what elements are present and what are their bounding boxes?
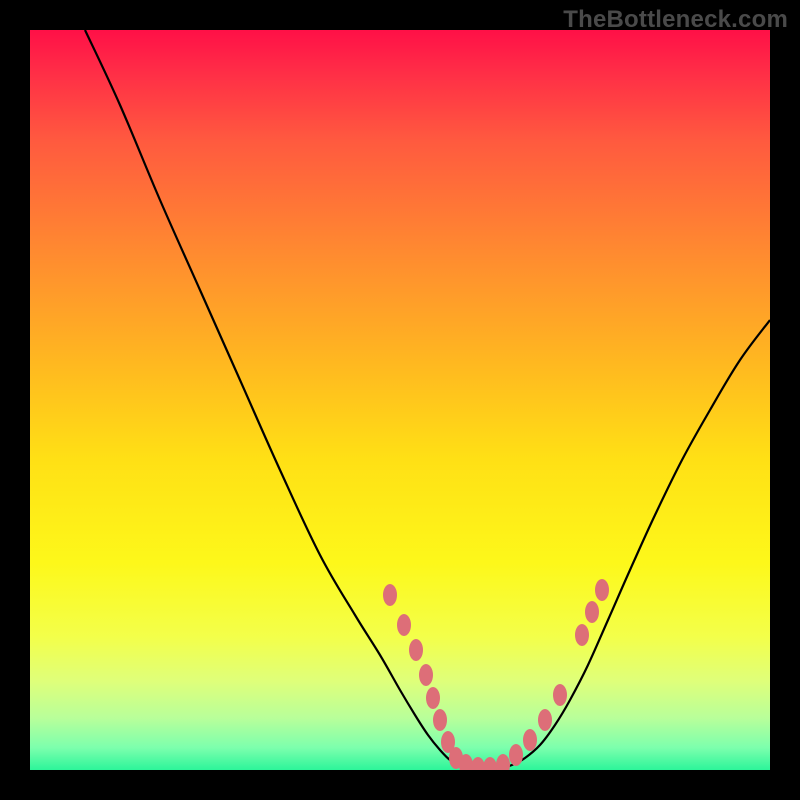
curve-marker — [426, 687, 440, 709]
curve-marker — [383, 584, 397, 606]
curve-marker — [585, 601, 599, 623]
gradient-background — [30, 30, 770, 770]
outer-frame: TheBottleneck.com — [0, 0, 800, 800]
curve-marker — [553, 684, 567, 706]
curve-marker — [397, 614, 411, 636]
curve-marker — [409, 639, 423, 661]
curve-marker — [509, 744, 523, 766]
chart-canvas — [30, 30, 770, 770]
watermark-text: TheBottleneck.com — [563, 6, 788, 34]
curve-marker — [433, 709, 447, 731]
curve-marker — [419, 664, 433, 686]
curve-marker — [575, 624, 589, 646]
plot-area — [30, 30, 770, 770]
curve-marker — [523, 729, 537, 751]
curve-marker — [595, 579, 609, 601]
curve-marker — [538, 709, 552, 731]
